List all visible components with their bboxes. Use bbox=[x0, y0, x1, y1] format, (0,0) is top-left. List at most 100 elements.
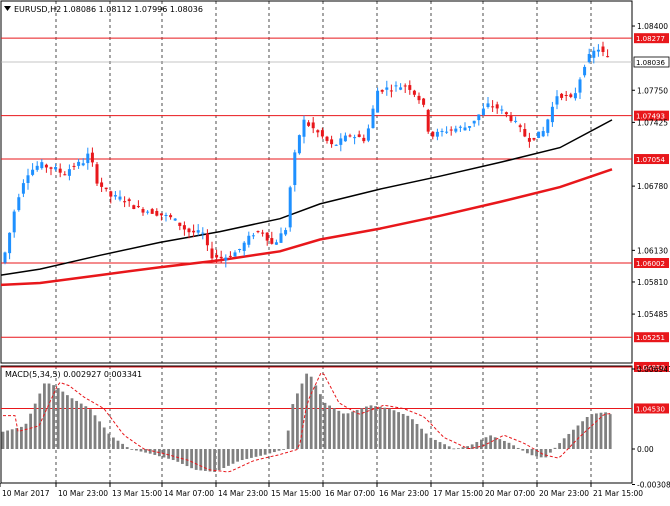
macd-histogram-bar bbox=[484, 437, 488, 449]
price-tick-label: 1.06130 bbox=[637, 246, 668, 255]
time-tick-label: 17 Mar 15:00 bbox=[433, 489, 483, 498]
main-plot-area[interactable] bbox=[0, 0, 633, 364]
macd-histogram-bar bbox=[572, 429, 575, 449]
candle-bear bbox=[169, 215, 173, 218]
macd-histogram-bar bbox=[33, 403, 37, 449]
macd-histogram-bar bbox=[185, 449, 189, 467]
candle-bear bbox=[127, 199, 131, 202]
candle-bear bbox=[403, 85, 407, 87]
candlesticks bbox=[3, 41, 610, 268]
macd-histogram-bar bbox=[309, 376, 313, 449]
candle-bull bbox=[596, 49, 600, 52]
candle-bear bbox=[261, 232, 265, 234]
candle-bear bbox=[495, 104, 499, 109]
candle-bull bbox=[371, 108, 375, 129]
candle-bear bbox=[491, 106, 495, 108]
macd-histogram-bar bbox=[89, 409, 92, 449]
macd-histogram-bar bbox=[365, 406, 368, 449]
macd-histogram-bar bbox=[6, 430, 9, 449]
candle-bull bbox=[399, 87, 403, 90]
macd-histogram-bar bbox=[217, 449, 221, 471]
candle-bear bbox=[132, 205, 136, 210]
macd-histogram-bar bbox=[1, 431, 5, 449]
macd-histogram-bar bbox=[282, 449, 285, 450]
vertical-grid bbox=[55, 1, 592, 483]
macd-histogram-bar bbox=[360, 408, 364, 449]
candle-bull bbox=[537, 131, 541, 138]
candle-bull bbox=[67, 169, 71, 176]
macd-histogram-bar bbox=[480, 439, 483, 449]
level-price-tag bbox=[634, 110, 669, 121]
candle-bull bbox=[587, 53, 591, 63]
candle-bull bbox=[86, 153, 90, 164]
current-price-tag bbox=[633, 56, 670, 68]
candle-bull bbox=[385, 87, 389, 90]
macd-histogram-bar bbox=[135, 449, 138, 451]
macd-histogram-bar bbox=[231, 449, 235, 464]
macd-signal-line bbox=[3, 372, 613, 473]
candle-bull bbox=[17, 197, 21, 211]
candle-bear bbox=[265, 232, 269, 241]
macd-histogram-bar bbox=[530, 449, 534, 456]
candle-bull bbox=[500, 109, 504, 111]
price-tick-label: 1.08400 bbox=[637, 22, 668, 31]
candle-bear bbox=[90, 152, 94, 163]
macd-histogram-bar bbox=[167, 449, 170, 459]
candle-bear bbox=[307, 122, 311, 126]
macd-tick-label: 0.00 bbox=[637, 445, 654, 454]
time-tick-label: 21 Mar 15:00 bbox=[593, 489, 643, 498]
macd-histogram-bar bbox=[512, 445, 515, 449]
candle-bull bbox=[288, 187, 292, 228]
candle-bear bbox=[270, 238, 274, 244]
macd-histogram-bar bbox=[475, 442, 479, 449]
candle-bull bbox=[445, 131, 449, 133]
candle-bull bbox=[578, 79, 582, 93]
macd-histogram-bar bbox=[93, 415, 97, 449]
macd-histogram-bar bbox=[314, 385, 318, 449]
macd-histogram-bar bbox=[562, 438, 566, 449]
macd-histogram-bar bbox=[319, 394, 322, 449]
macd-histogram-bar bbox=[139, 449, 143, 452]
macd-axis: 0.006941 0.00 -0.00308 bbox=[632, 365, 670, 489]
price-tick-label: 1.05485 bbox=[637, 310, 668, 319]
candle-bear bbox=[523, 128, 527, 137]
level-price-label: 1.06002 bbox=[636, 260, 665, 268]
candle-bull bbox=[343, 135, 347, 142]
candle-bear bbox=[601, 46, 605, 52]
macd-histogram-bar bbox=[208, 449, 212, 472]
macd-histogram-bar bbox=[125, 447, 129, 449]
macd-histogram-bar bbox=[263, 449, 267, 455]
moving-average-fast[interactable] bbox=[0, 119, 613, 276]
macd-histogram-bar bbox=[466, 446, 469, 449]
candle-bull bbox=[334, 144, 338, 146]
level-price-label: 1.07493 bbox=[636, 113, 665, 121]
candle-bear bbox=[320, 130, 324, 137]
macd-histogram-bar bbox=[521, 449, 525, 451]
moving-average-slow[interactable] bbox=[0, 168, 613, 287]
macd-histogram-bar bbox=[585, 417, 589, 449]
macd-histogram-bar bbox=[70, 398, 74, 449]
candle-bear bbox=[389, 90, 393, 92]
macd-histogram-bar bbox=[378, 406, 382, 449]
macd-histogram-bar bbox=[227, 449, 230, 466]
candle-bear bbox=[532, 137, 536, 140]
macd-histogram-bar bbox=[332, 408, 336, 449]
macd-histogram-bar bbox=[286, 430, 290, 449]
macd-histogram-bar bbox=[470, 444, 474, 449]
level-price-tag bbox=[634, 154, 669, 165]
level-price-label: 1.05251 bbox=[636, 334, 665, 342]
ohlc-readout: 1.08086 1.08112 1.07996 1.08036 bbox=[63, 5, 203, 14]
candle-bull bbox=[366, 128, 370, 141]
candle-bull bbox=[251, 235, 255, 237]
symbol-dropdown-icon[interactable] bbox=[4, 6, 11, 11]
time-tick-label: 10 Mar 23:00 bbox=[58, 489, 108, 498]
candle-bull bbox=[8, 232, 12, 254]
candle-bear bbox=[215, 254, 219, 258]
macd-histogram-bar bbox=[424, 433, 428, 449]
candle-bear bbox=[357, 134, 361, 137]
candle-bull bbox=[302, 119, 306, 137]
macd-histogram-bar bbox=[305, 373, 308, 449]
candle-bull bbox=[486, 103, 490, 107]
macd-histogram-bar bbox=[355, 409, 359, 449]
